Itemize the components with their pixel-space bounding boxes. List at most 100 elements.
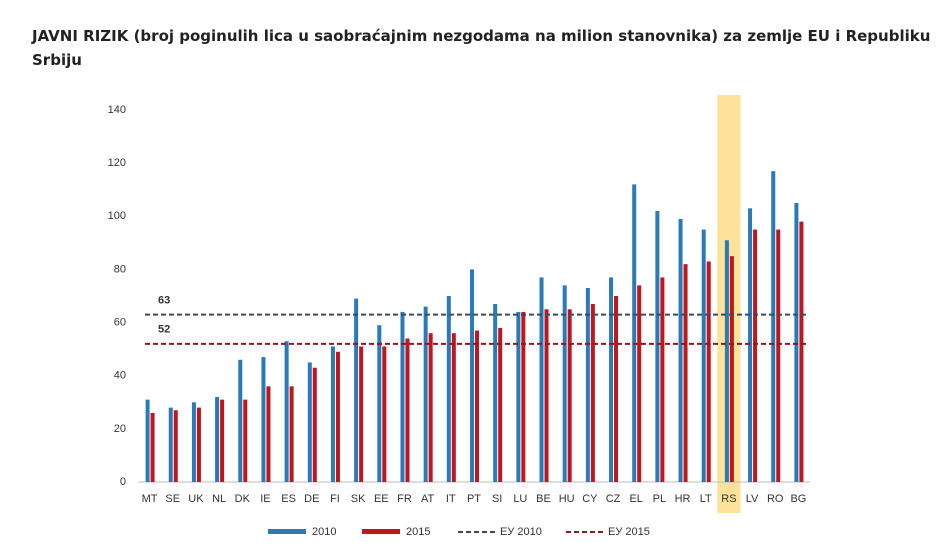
x-tick-label: BG — [790, 493, 806, 505]
bar — [567, 309, 572, 482]
reference-label: 63 — [158, 295, 170, 307]
bar — [724, 240, 729, 482]
bar — [498, 327, 503, 482]
x-tick-label: FR — [397, 493, 412, 505]
y-tick-label: 40 — [114, 370, 126, 382]
bar — [729, 256, 734, 482]
bar — [701, 229, 706, 482]
bar — [776, 229, 781, 482]
x-tick-label: MT — [142, 493, 158, 505]
bar — [243, 399, 248, 482]
legend-label: ЕУ 2010 — [500, 526, 542, 538]
bar — [354, 298, 359, 482]
y-tick-label: 60 — [114, 316, 126, 328]
bar — [678, 218, 683, 482]
bar — [590, 303, 595, 482]
bar — [168, 407, 173, 482]
bar — [660, 277, 665, 482]
x-tick-label: BE — [536, 493, 551, 505]
reference-label: 52 — [158, 324, 170, 336]
legend-label: 2015 — [406, 526, 430, 538]
bar — [539, 277, 544, 482]
bar — [215, 396, 220, 482]
bar — [428, 333, 433, 482]
bar — [400, 311, 405, 482]
bar — [706, 261, 711, 482]
bar — [493, 303, 498, 482]
x-tick-label: RO — [767, 493, 784, 505]
bar — [516, 311, 521, 482]
bar — [637, 285, 642, 482]
bar — [683, 264, 688, 482]
bar — [266, 386, 271, 482]
chart-title: JAVNI RIZIK (broj poginulih lica u saobr… — [32, 27, 931, 69]
bar — [359, 346, 364, 482]
bar — [609, 277, 614, 482]
bar — [173, 410, 178, 482]
x-tick-label: FI — [330, 493, 340, 505]
x-tick-label: RS — [721, 493, 736, 505]
x-tick-label: UK — [188, 493, 204, 505]
y-tick-label: 100 — [108, 210, 126, 222]
bar — [655, 210, 660, 482]
bar — [238, 359, 243, 482]
bar — [521, 311, 526, 482]
bar — [377, 325, 382, 482]
bar — [562, 285, 567, 482]
x-tick-label: CZ — [606, 493, 621, 505]
y-tick-label: 0 — [120, 476, 126, 488]
bar — [261, 357, 266, 482]
bar — [451, 333, 456, 482]
x-tick-label: HR — [675, 493, 691, 505]
bar — [544, 309, 549, 482]
bar — [196, 407, 201, 482]
bar — [585, 288, 590, 482]
bar — [753, 229, 758, 482]
x-tick-label: PT — [467, 493, 481, 505]
bar — [312, 367, 317, 482]
y-tick-label: 120 — [108, 157, 126, 169]
x-tick-label: SK — [351, 493, 366, 505]
x-tick-label: IE — [260, 493, 270, 505]
bar — [330, 346, 335, 482]
bar — [150, 412, 155, 482]
x-tick-label: ES — [281, 493, 296, 505]
x-tick-label: SE — [165, 493, 180, 505]
bar — [289, 386, 294, 482]
x-tick-label: LU — [513, 493, 527, 505]
x-tick-label: DK — [235, 493, 251, 505]
bar — [284, 341, 289, 482]
bar — [771, 171, 776, 482]
x-tick-label: CY — [582, 493, 598, 505]
y-tick-label: 20 — [114, 423, 126, 435]
x-tick-label: SI — [492, 493, 502, 505]
x-tick-label: EL — [629, 493, 642, 505]
x-tick-label: LT — [700, 493, 712, 505]
y-tick-label: 140 — [108, 104, 126, 116]
bar — [614, 296, 619, 482]
legend-swatch — [362, 529, 400, 534]
x-tick-label: PL — [653, 493, 666, 505]
x-tick-label: NL — [212, 493, 226, 505]
highlight-band — [717, 95, 741, 513]
x-tick-label: AT — [421, 493, 435, 505]
bar — [446, 296, 451, 482]
bar — [405, 338, 410, 482]
x-tick-label: IT — [446, 493, 456, 505]
y-tick-label: 80 — [114, 263, 126, 275]
legend-label: ЕУ 2015 — [608, 526, 650, 538]
bar — [382, 346, 387, 482]
bar — [307, 362, 312, 482]
bar — [423, 306, 428, 482]
bar — [475, 330, 479, 482]
bar — [220, 399, 225, 482]
bar — [145, 399, 150, 482]
x-tick-label: DE — [304, 493, 319, 505]
bar — [799, 221, 804, 482]
bar — [794, 203, 799, 482]
bar — [748, 208, 753, 483]
x-tick-label: HU — [559, 493, 575, 505]
legend-label: 2010 — [312, 526, 336, 538]
